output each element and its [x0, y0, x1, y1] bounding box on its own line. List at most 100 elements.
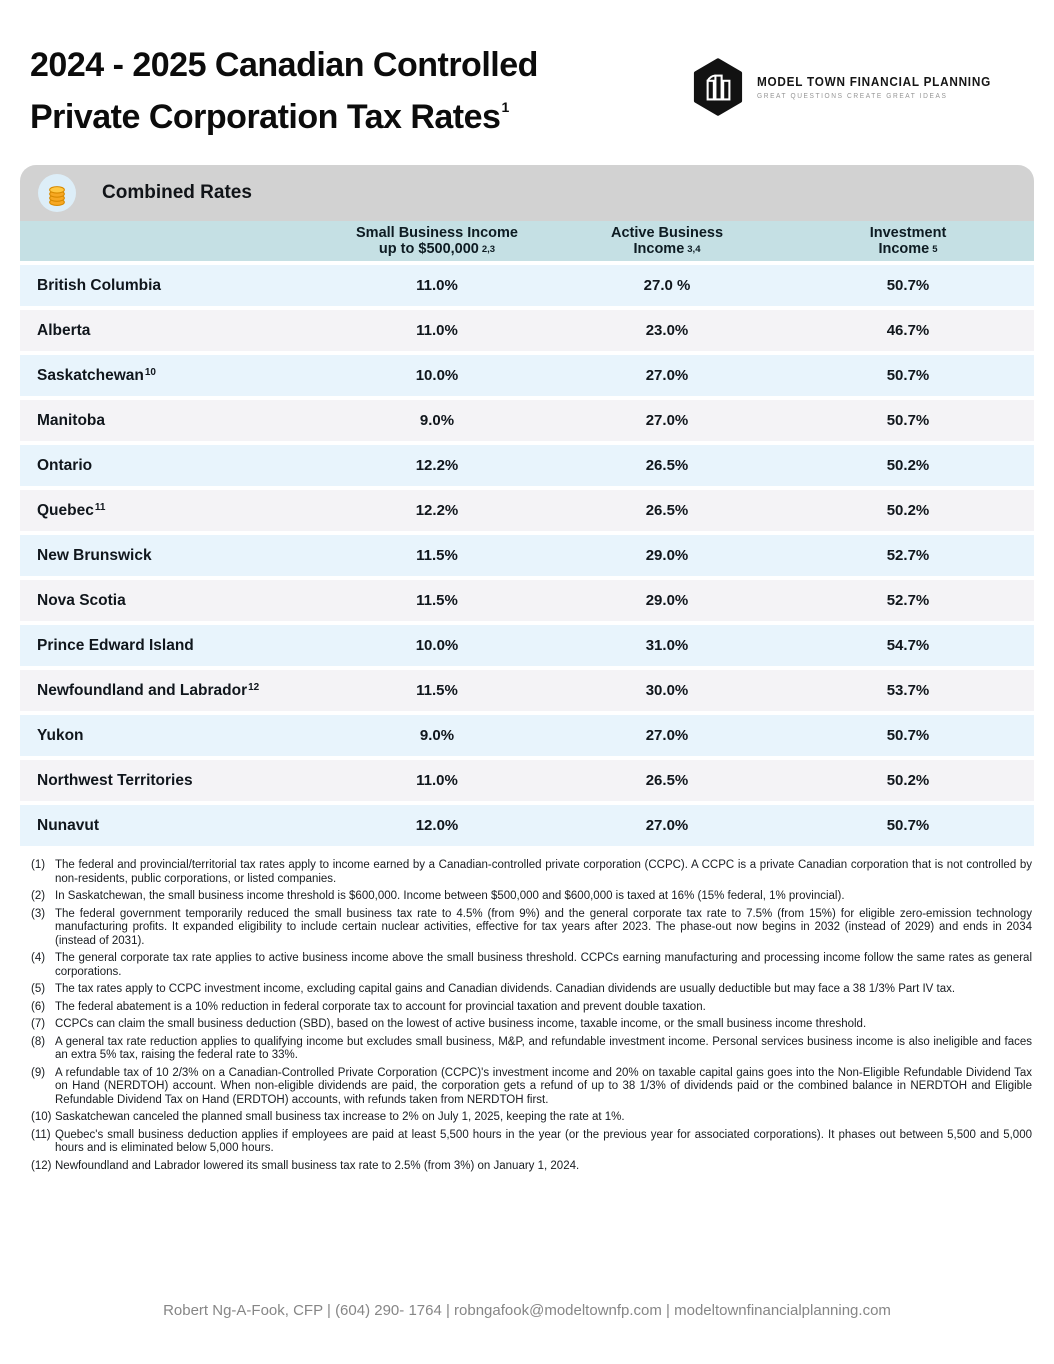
footnote-number: (9) — [31, 1066, 46, 1079]
footnote-number: (6) — [31, 1000, 46, 1013]
province-name: New Brunswick — [37, 546, 152, 564]
small-business-rate: 11.5% — [416, 547, 458, 564]
footnote-number: (7) — [31, 1018, 46, 1030]
logo-tagline: GREAT QUESTIONS CREATE GREAT IDEAS — [757, 92, 948, 100]
footnote-text: In Saskatchewan, the small business inco… — [55, 890, 845, 902]
table-row: Quebec11 12.2% 26.5% 50.2% — [20, 490, 1034, 531]
footnote-text: A general tax rate reduction applies to … — [55, 1035, 1032, 1062]
combined-rates-card: Combined Rates Small Business Income up … — [20, 165, 1034, 846]
column-footnote-ref: 3,4 — [687, 243, 701, 255]
active-business-rate: 26.5% — [645, 772, 689, 789]
footnote-text: Saskatchewan canceled the planned small … — [55, 1111, 625, 1123]
province-cell: Quebec11 — [20, 502, 322, 520]
active-business-rate: 27.0 % — [643, 277, 691, 294]
table-body: British Columbia 11.0% 27.0 % 50.7% Albe… — [20, 265, 1034, 846]
active-business-rate: 29.0% — [645, 547, 689, 564]
footnote: (2) In Saskatchewan, the small business … — [31, 890, 1032, 904]
column-header-line2: up to $500,000 — [378, 240, 479, 257]
footnote-number: (11) — [31, 1128, 51, 1141]
active-business-rate: 31.0% — [645, 637, 689, 654]
page-header: 2024 - 2025 Canadian Controlled Private … — [0, 0, 1054, 138]
small-business-rate: 11.5% — [416, 682, 458, 699]
footnote-number: (10) — [31, 1111, 52, 1123]
investment-rate: 50.7% — [886, 367, 930, 384]
province-cell: Northwest Territories — [20, 772, 322, 790]
column-footnote-ref: 5 — [932, 243, 938, 255]
province-name: Alberta — [37, 321, 91, 339]
column-header-line1: Small Business Income — [356, 224, 518, 241]
province-name: Ontario — [37, 456, 93, 474]
small-business-rate: 12.0% — [415, 817, 459, 834]
investment-rate: 46.7% — [886, 322, 930, 339]
column-header-line1: Investment — [869, 224, 947, 241]
logo-text: MODEL TOWN FINANCIAL PLANNING GREAT QUES… — [757, 75, 991, 100]
column-header-line2: Income — [878, 240, 930, 257]
table-row: Saskatchewan10 10.0% 27.0% 50.7% — [20, 355, 1034, 396]
active-business-rate: 27.0% — [645, 412, 689, 429]
province-name: Quebec — [37, 501, 94, 519]
investment-rate: 50.2% — [886, 502, 930, 519]
province-cell: British Columbia — [20, 277, 322, 295]
footnote-number: (4) — [31, 952, 46, 964]
footnote-text: Quebec's small business deduction applie… — [55, 1128, 1032, 1155]
active-business-rate: 27.0% — [645, 727, 689, 744]
active-business-rate: 26.5% — [645, 502, 689, 519]
small-business-rate: 12.2% — [415, 457, 459, 474]
table-row: New Brunswick 11.5% 29.0% 52.7% — [20, 535, 1034, 576]
footnote-text: Newfoundland and Labrador lowered its sm… — [55, 1159, 580, 1172]
province-cell: Ontario — [20, 457, 322, 475]
footnote-text: The federal government temporarily reduc… — [55, 907, 1032, 947]
table-row: Ontario 12.2% 26.5% 50.2% — [20, 445, 1034, 486]
investment-rate: 52.7% — [886, 547, 930, 564]
footnote: (5) The tax rates apply to CCPC investme… — [31, 983, 1032, 997]
table-header-row: Small Business Income up to $500,000 2,3 … — [20, 221, 1034, 261]
footnote-text: The federal abatement is a 10% reduction… — [55, 1000, 706, 1013]
province-name: Prince Edward Island — [37, 636, 194, 654]
active-business-rate: 23.0% — [645, 322, 689, 339]
small-business-rate: 11.0% — [416, 772, 458, 789]
section-title: Combined Rates — [102, 182, 252, 203]
footnote: (7) CCPCs can claim the small business d… — [31, 1018, 1032, 1032]
province-name: Yukon — [37, 726, 84, 744]
column-header: Small Business Income up to $500,000 2,3 — [322, 225, 552, 258]
province-cell: Nunavut — [20, 817, 322, 835]
province-cell: Newfoundland and Labrador12 — [20, 682, 322, 700]
footnotes-section: (1) The federal and provincial/territori… — [31, 859, 1032, 1177]
investment-rate: 50.7% — [886, 817, 930, 834]
small-business-rate: 10.0% — [415, 367, 459, 384]
table-row: Yukon 9.0% 27.0% 50.7% — [20, 715, 1034, 756]
table-row: Newfoundland and Labrador12 11.5% 30.0% … — [20, 670, 1034, 711]
section-titlebar: Combined Rates — [20, 165, 1034, 221]
province-cell: Alberta — [20, 322, 322, 340]
footnote-number: (2) — [31, 890, 46, 902]
footnote: (8) A general tax rate reduction applies… — [31, 1036, 1032, 1063]
province-name: Nova Scotia — [37, 591, 126, 609]
province-name: Saskatchewan — [37, 366, 144, 384]
investment-rate: 50.7% — [886, 277, 930, 294]
title-line-1: 2024 - 2025 Canadian Controlled — [30, 46, 538, 84]
title-line-2: Private Corporation Tax Rates — [30, 98, 501, 136]
table-row: Northwest Territories 11.0% 26.5% 50.2% — [20, 760, 1034, 801]
province-cell: Saskatchewan10 — [20, 367, 322, 385]
province-name: Nunavut — [37, 816, 99, 834]
footnote: (4) The general corporate tax rate appli… — [31, 952, 1032, 979]
investment-rate: 50.2% — [886, 457, 930, 474]
footnote-number: (8) — [31, 1035, 46, 1048]
table-row: Nova Scotia 11.5% 29.0% 52.7% — [20, 580, 1034, 621]
small-business-rate: 10.0% — [415, 637, 459, 654]
province-footnote-ref: 12 — [248, 681, 260, 693]
footnote-text: The general corporate tax rate applies t… — [55, 952, 1032, 978]
province-cell: Prince Edward Island — [20, 637, 322, 655]
footnote-text: The tax rates apply to CCPC investment i… — [55, 983, 956, 995]
table-row: Prince Edward Island 10.0% 31.0% 54.7% — [20, 625, 1034, 666]
investment-rate: 52.7% — [886, 592, 930, 609]
province-footnote-ref: 10 — [144, 366, 156, 378]
footnote-number: (3) — [31, 907, 46, 920]
footnote: (1) The federal and provincial/territori… — [31, 859, 1032, 886]
title-footnote-ref: 1 — [501, 99, 509, 115]
active-business-rate: 27.0% — [645, 367, 689, 384]
footnote-text: The federal and provincial/territorial t… — [55, 859, 1032, 885]
active-business-rate: 30.0% — [645, 682, 689, 699]
investment-rate: 50.7% — [886, 412, 930, 429]
small-business-rate: 11.0% — [416, 322, 458, 339]
